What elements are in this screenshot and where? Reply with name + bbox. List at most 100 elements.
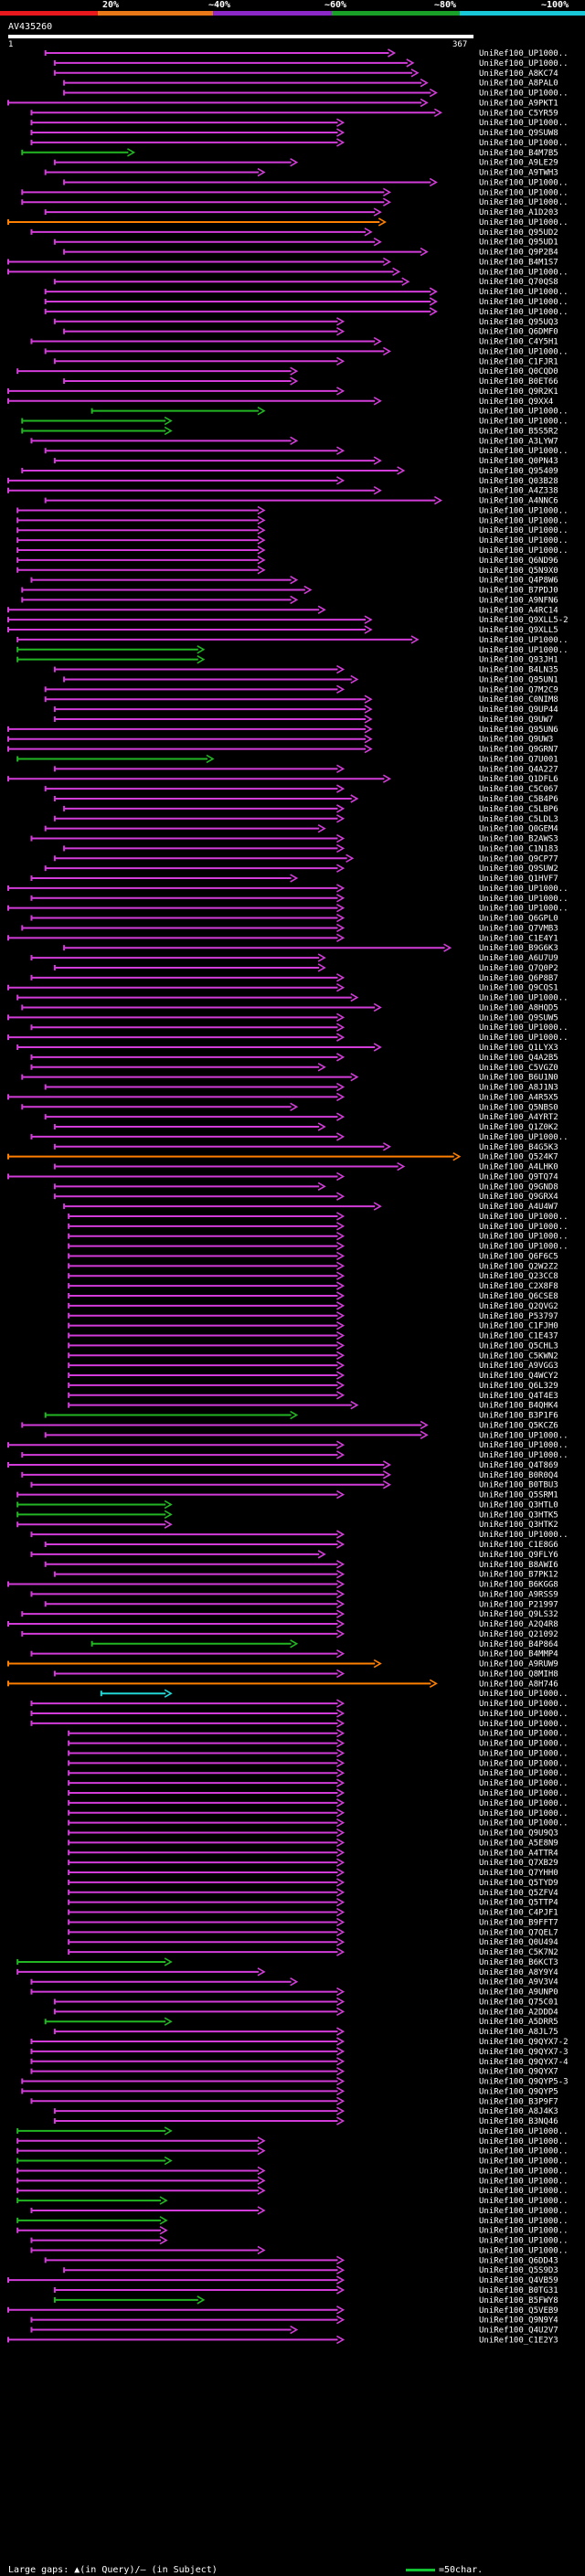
hit-row[interactable]: UniRef100_UP1000.. — [7, 903, 569, 914]
hit-label[interactable]: UniRef100_UP1000.. — [479, 178, 569, 187]
hit-label[interactable]: UniRef100_C0NIM8 — [479, 695, 558, 705]
hit-label[interactable]: UniRef100_Q5KCZ6 — [479, 1421, 558, 1430]
hit-label[interactable]: UniRef100_Q5N9X0 — [479, 567, 558, 576]
hit-label[interactable]: UniRef100_Q2W2Z2 — [479, 1262, 558, 1271]
hit-row[interactable]: UniRef100_C5LBP6 — [63, 804, 558, 814]
hit-row[interactable]: UniRef100_Q6CSE8 — [68, 1291, 558, 1301]
hit-row[interactable]: UniRef100_Q8MIH8 — [53, 1669, 558, 1679]
hit-row[interactable]: UniRef100_UP1000.. — [16, 635, 569, 645]
hit-label[interactable]: UniRef100_Q9CQS1 — [479, 984, 558, 993]
hit-row[interactable]: UniRef100_Q4A227 — [53, 764, 558, 774]
hit-row[interactable]: UniRef100_UP1000.. — [16, 2156, 569, 2167]
hit-row[interactable]: UniRef100_UP1000.. — [30, 1132, 569, 1142]
hit-label[interactable]: UniRef100_Q3HTK5 — [479, 1511, 558, 1520]
hit-label[interactable]: UniRef100_Q6CSE8 — [479, 1292, 558, 1301]
hit-label[interactable]: UniRef100_B5S5R2 — [479, 427, 558, 436]
hit-row[interactable]: UniRef100_Q3HTK2 — [16, 1520, 558, 1530]
hit-row[interactable]: UniRef100_Q9XLL5 — [7, 625, 558, 635]
hit-label[interactable]: UniRef100_Q6DMF0 — [479, 328, 558, 337]
hit-row[interactable]: UniRef100_B0TG31 — [53, 2285, 558, 2295]
hit-row[interactable]: UniRef100_A9UNP0 — [30, 1987, 558, 1998]
hit-label[interactable]: UniRef100_P21997 — [479, 1600, 558, 1609]
hit-row[interactable]: UniRef100_UP1000.. — [16, 2186, 569, 2196]
hit-row[interactable]: UniRef100_UP1000.. — [68, 1748, 569, 1758]
hit-label[interactable]: UniRef100_Q9GRN7 — [479, 746, 558, 755]
hit-label[interactable]: UniRef100_Q0GEM4 — [479, 825, 558, 834]
hit-row[interactable]: UniRef100_Q7QEL7 — [68, 1927, 558, 1937]
hit-label[interactable]: UniRef100_UP1000.. — [479, 418, 569, 427]
hit-label[interactable]: UniRef100_UP1000.. — [479, 1243, 569, 1252]
hit-row[interactable]: UniRef100_Q2QVG2 — [68, 1301, 558, 1311]
hit-label[interactable]: UniRef100_UP1000.. — [479, 2227, 569, 2236]
hit-row[interactable]: UniRef100_Q5S9D3 — [63, 2265, 558, 2275]
hit-label[interactable]: UniRef100_UP1000.. — [479, 198, 569, 207]
hit-row[interactable]: UniRef100_A9TWH3 — [44, 167, 558, 178]
hit-row[interactable]: UniRef100_UP1000.. — [30, 1530, 569, 1540]
hit-label[interactable]: UniRef100_A8J4K3 — [479, 2107, 558, 2116]
hit-label[interactable]: UniRef100_UP1000.. — [479, 636, 569, 645]
hit-label[interactable]: UniRef100_UP1000.. — [479, 408, 569, 417]
hit-label[interactable]: UniRef100_Q70QS8 — [479, 278, 558, 287]
hit-row[interactable]: UniRef100_UP1000.. — [16, 2196, 569, 2206]
hit-label[interactable]: UniRef100_Q9SUW2 — [479, 864, 558, 874]
hit-label[interactable]: UniRef100_Q0PN43 — [479, 457, 558, 466]
hit-label[interactable]: UniRef100_UP1000.. — [479, 2177, 569, 2186]
hit-row[interactable]: UniRef100_Q9UW3 — [7, 735, 553, 745]
hit-row[interactable]: UniRef100_Q9CQS1 — [7, 983, 558, 993]
hit-row[interactable]: UniRef100_UP1000.. — [44, 346, 569, 356]
hit-label[interactable]: UniRef100_UP1000.. — [479, 1223, 569, 1232]
hit-row[interactable]: UniRef100_UP1000.. — [16, 2216, 569, 2226]
hit-label[interactable]: UniRef100_UP1000.. — [479, 1431, 569, 1440]
hit-label[interactable]: UniRef100_Q9UW7 — [479, 716, 553, 725]
hit-row[interactable]: UniRef100_C1E4Y1 — [7, 933, 558, 943]
hit-row[interactable]: UniRef100_A5DRR5 — [44, 2017, 558, 2027]
hit-label[interactable]: UniRef100_A9PKT1 — [479, 99, 558, 108]
hit-label[interactable]: UniRef100_UP1000.. — [479, 546, 569, 556]
hit-row[interactable]: UniRef100_C1N183 — [63, 843, 558, 853]
hit-label[interactable]: UniRef100_B6U1N0 — [479, 1074, 558, 1083]
hit-row[interactable]: UniRef100_A8JL75 — [53, 2027, 558, 2037]
hit-label[interactable]: UniRef100_UP1000.. — [479, 2207, 569, 2216]
hit-row[interactable]: UniRef100_Q9SUW5 — [7, 1012, 558, 1023]
hit-row[interactable]: UniRef100_Q3HTL0 — [16, 1500, 558, 1510]
hit-row[interactable]: UniRef100_A9NFN6 — [21, 595, 558, 605]
hit-row[interactable]: UniRef100_A8J1N3 — [44, 1082, 558, 1093]
hit-row[interactable]: UniRef100_Q9LS32 — [21, 1609, 558, 1619]
hit-label[interactable]: UniRef100_Q1HVF7 — [479, 875, 558, 884]
hit-row[interactable]: UniRef100_Q7XB29 — [68, 1858, 558, 1868]
hit-label[interactable]: UniRef100_Q5TTP4 — [479, 1899, 558, 1908]
hit-row[interactable]: UniRef100_A6U7U9 — [30, 953, 558, 963]
hit-row[interactable]: UniRef100_UP1000.. — [16, 2136, 569, 2147]
hit-row[interactable]: UniRef100_A2DDD4 — [53, 2007, 558, 2017]
hit-label[interactable]: UniRef100_A8H746 — [479, 1680, 558, 1689]
hit-label[interactable]: UniRef100_Q3HTK2 — [479, 1521, 558, 1530]
hit-label[interactable]: UniRef100_UP1000.. — [479, 447, 569, 456]
hit-label[interactable]: UniRef100_Q4VB59 — [479, 2276, 558, 2285]
hit-label[interactable]: UniRef100_Q9TQ74 — [479, 1172, 558, 1182]
hit-row[interactable]: UniRef100_A4TTR4 — [68, 1848, 558, 1858]
hit-label[interactable]: UniRef100_B9G6K3 — [479, 944, 558, 953]
hit-row[interactable]: UniRef100_A8PAL0 — [63, 78, 558, 89]
hit-row[interactable]: UniRef100_A9RSS9 — [30, 1589, 558, 1599]
hit-label[interactable]: UniRef100_UP1000.. — [479, 308, 569, 317]
hit-row[interactable]: UniRef100_Q4P8W6 — [30, 575, 558, 586]
hit-label[interactable]: UniRef100_A8HQD5 — [479, 1003, 558, 1012]
hit-label[interactable]: UniRef100_Q4A227 — [479, 765, 558, 774]
hit-row[interactable]: UniRef100_B7PDJ0 — [21, 585, 558, 596]
hit-row[interactable]: UniRef100_C1E2Y3 — [7, 2335, 558, 2345]
hit-label[interactable]: UniRef100_A9VGG3 — [479, 1362, 558, 1371]
hit-row[interactable]: UniRef100_A2Q4R8 — [7, 1619, 558, 1629]
hit-label[interactable]: UniRef100_Q5TYD9 — [479, 1879, 558, 1888]
hit-row[interactable]: UniRef100_UP1000.. — [30, 1719, 569, 1729]
hit-row[interactable]: UniRef100_UP1000.. — [68, 1818, 569, 1829]
hit-row[interactable]: UniRef100_UP1000.. — [68, 1241, 569, 1252]
hit-label[interactable]: UniRef100_A4LHK0 — [479, 1163, 558, 1172]
hit-row[interactable]: UniRef100_UP1000.. — [16, 2126, 569, 2136]
hit-label[interactable]: UniRef100_Q6ND96 — [479, 557, 558, 566]
hit-row[interactable]: UniRef100_UP1000.. — [21, 197, 569, 207]
hit-row[interactable]: UniRef100_Q9CP77 — [53, 853, 558, 864]
hit-label[interactable]: UniRef100_Q9GND8 — [479, 1182, 558, 1192]
hit-label[interactable]: UniRef100_Q9R2K1 — [479, 387, 558, 397]
hit-row[interactable]: UniRef100_Q5ZFV4 — [68, 1888, 558, 1898]
hit-label[interactable]: UniRef100_B0TG31 — [479, 2286, 558, 2295]
